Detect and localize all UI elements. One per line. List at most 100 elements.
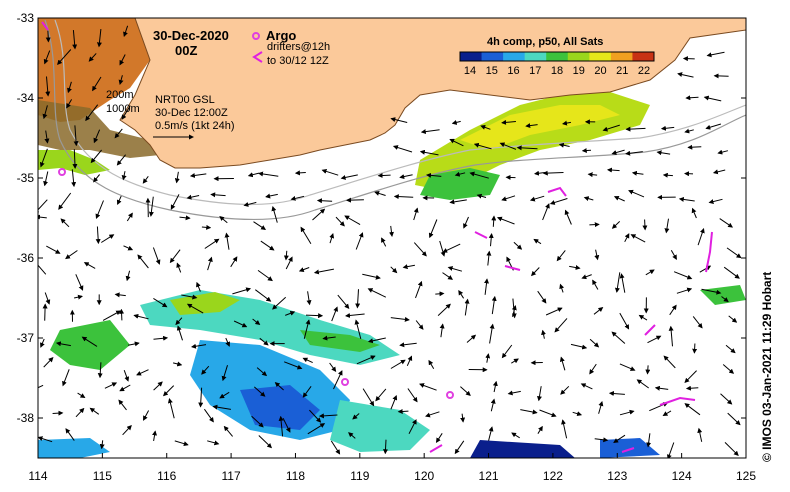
current-vector [614,272,621,293]
current-vector [670,249,677,260]
current-vector [42,105,48,120]
current-vector [619,312,630,330]
current-vector [72,149,78,169]
current-vector [684,370,697,384]
current-vector [454,440,465,455]
colorbar-title: 4h comp, p50, All Sats [487,36,603,48]
current-vector [219,215,228,224]
current-vector [257,269,273,282]
current-vector [664,218,670,234]
current-vector [581,274,592,280]
current-vector [40,338,45,348]
current-vector [170,194,180,210]
drifter-track [429,444,443,453]
current-vector [255,289,272,302]
current-vector [133,313,149,320]
current-vector [580,383,593,390]
current-vector [676,287,693,294]
argo-float [446,391,454,399]
current-vector [712,169,726,175]
current-vector [513,241,523,250]
current-vector [329,233,335,244]
current-vector [560,385,570,395]
current-vector [697,227,705,246]
current-vector [537,425,543,434]
current-vector [285,311,296,316]
sst-patch-s-dark [470,440,575,458]
current-vector [660,125,675,131]
x-tick-label: 117 [222,469,241,483]
drifters-line-2: to 30/12 12Z [267,55,329,67]
y-tick-label: -35 [17,171,35,185]
current-vector [390,117,408,123]
current-vector [726,247,742,259]
current-vector [153,335,169,341]
drifter-track [705,231,713,273]
contour-label-1000m: 1000m [106,103,140,115]
current-vector [102,310,122,321]
current-vector [728,315,738,323]
current-vector [298,267,310,272]
current-vector [442,243,461,253]
colorbar-tick-label: 21 [616,65,628,77]
current-vector [677,72,694,78]
x-tick-label: 124 [672,469,692,483]
current-vector [65,428,75,441]
current-vector [480,124,491,130]
colorbar-swatch [546,52,569,61]
current-vector [533,238,542,245]
current-vector [426,172,442,178]
current-vector [496,216,515,225]
sst-patch-se-blue [600,438,660,458]
colorbar-swatch [524,52,547,61]
current-vector [179,215,191,221]
current-vector [316,198,333,204]
current-vector [362,388,375,407]
current-vector [419,383,437,391]
current-vector [123,245,134,251]
current-vector [613,195,625,202]
current-vector [645,365,651,375]
current-vector [631,170,644,176]
current-vector [302,386,312,398]
current-vector [303,319,311,339]
current-vector [594,437,609,443]
current-vector [305,313,324,319]
current-vector [203,408,214,423]
sst-patches [38,18,746,458]
current-vector [306,291,312,306]
colorbar-tick-label: 17 [529,65,541,77]
y-tick-label: -37 [17,331,35,345]
current-vector [167,398,175,419]
current-vector [439,323,445,338]
current-vector [520,409,538,415]
current-vector [678,196,695,202]
current-vector [666,442,675,458]
current-vector [207,256,213,271]
current-vector [204,238,220,249]
current-vector [413,207,419,221]
current-vector [348,432,356,439]
current-vector [717,149,729,155]
current-vector [529,195,545,202]
current-vector [191,343,207,349]
current-vector [511,432,520,439]
current-vector [282,417,291,433]
sst-patch-south-cyan-2 [330,400,430,452]
current-vector [389,225,394,237]
current-vector [402,264,415,270]
current-vector [724,442,739,457]
current-vector [77,392,86,399]
current-vector [606,167,620,173]
x-tick-label: 121 [479,469,499,483]
current-vector [278,415,284,437]
current-vector [645,269,655,276]
current-vector [318,413,338,419]
current-vector [243,201,257,207]
current-vector [57,49,72,65]
current-vector [290,195,305,201]
current-vector [174,440,189,447]
sst-patch-coastal-mid [38,100,160,158]
current-vector [43,356,54,368]
current-vector [95,200,104,220]
